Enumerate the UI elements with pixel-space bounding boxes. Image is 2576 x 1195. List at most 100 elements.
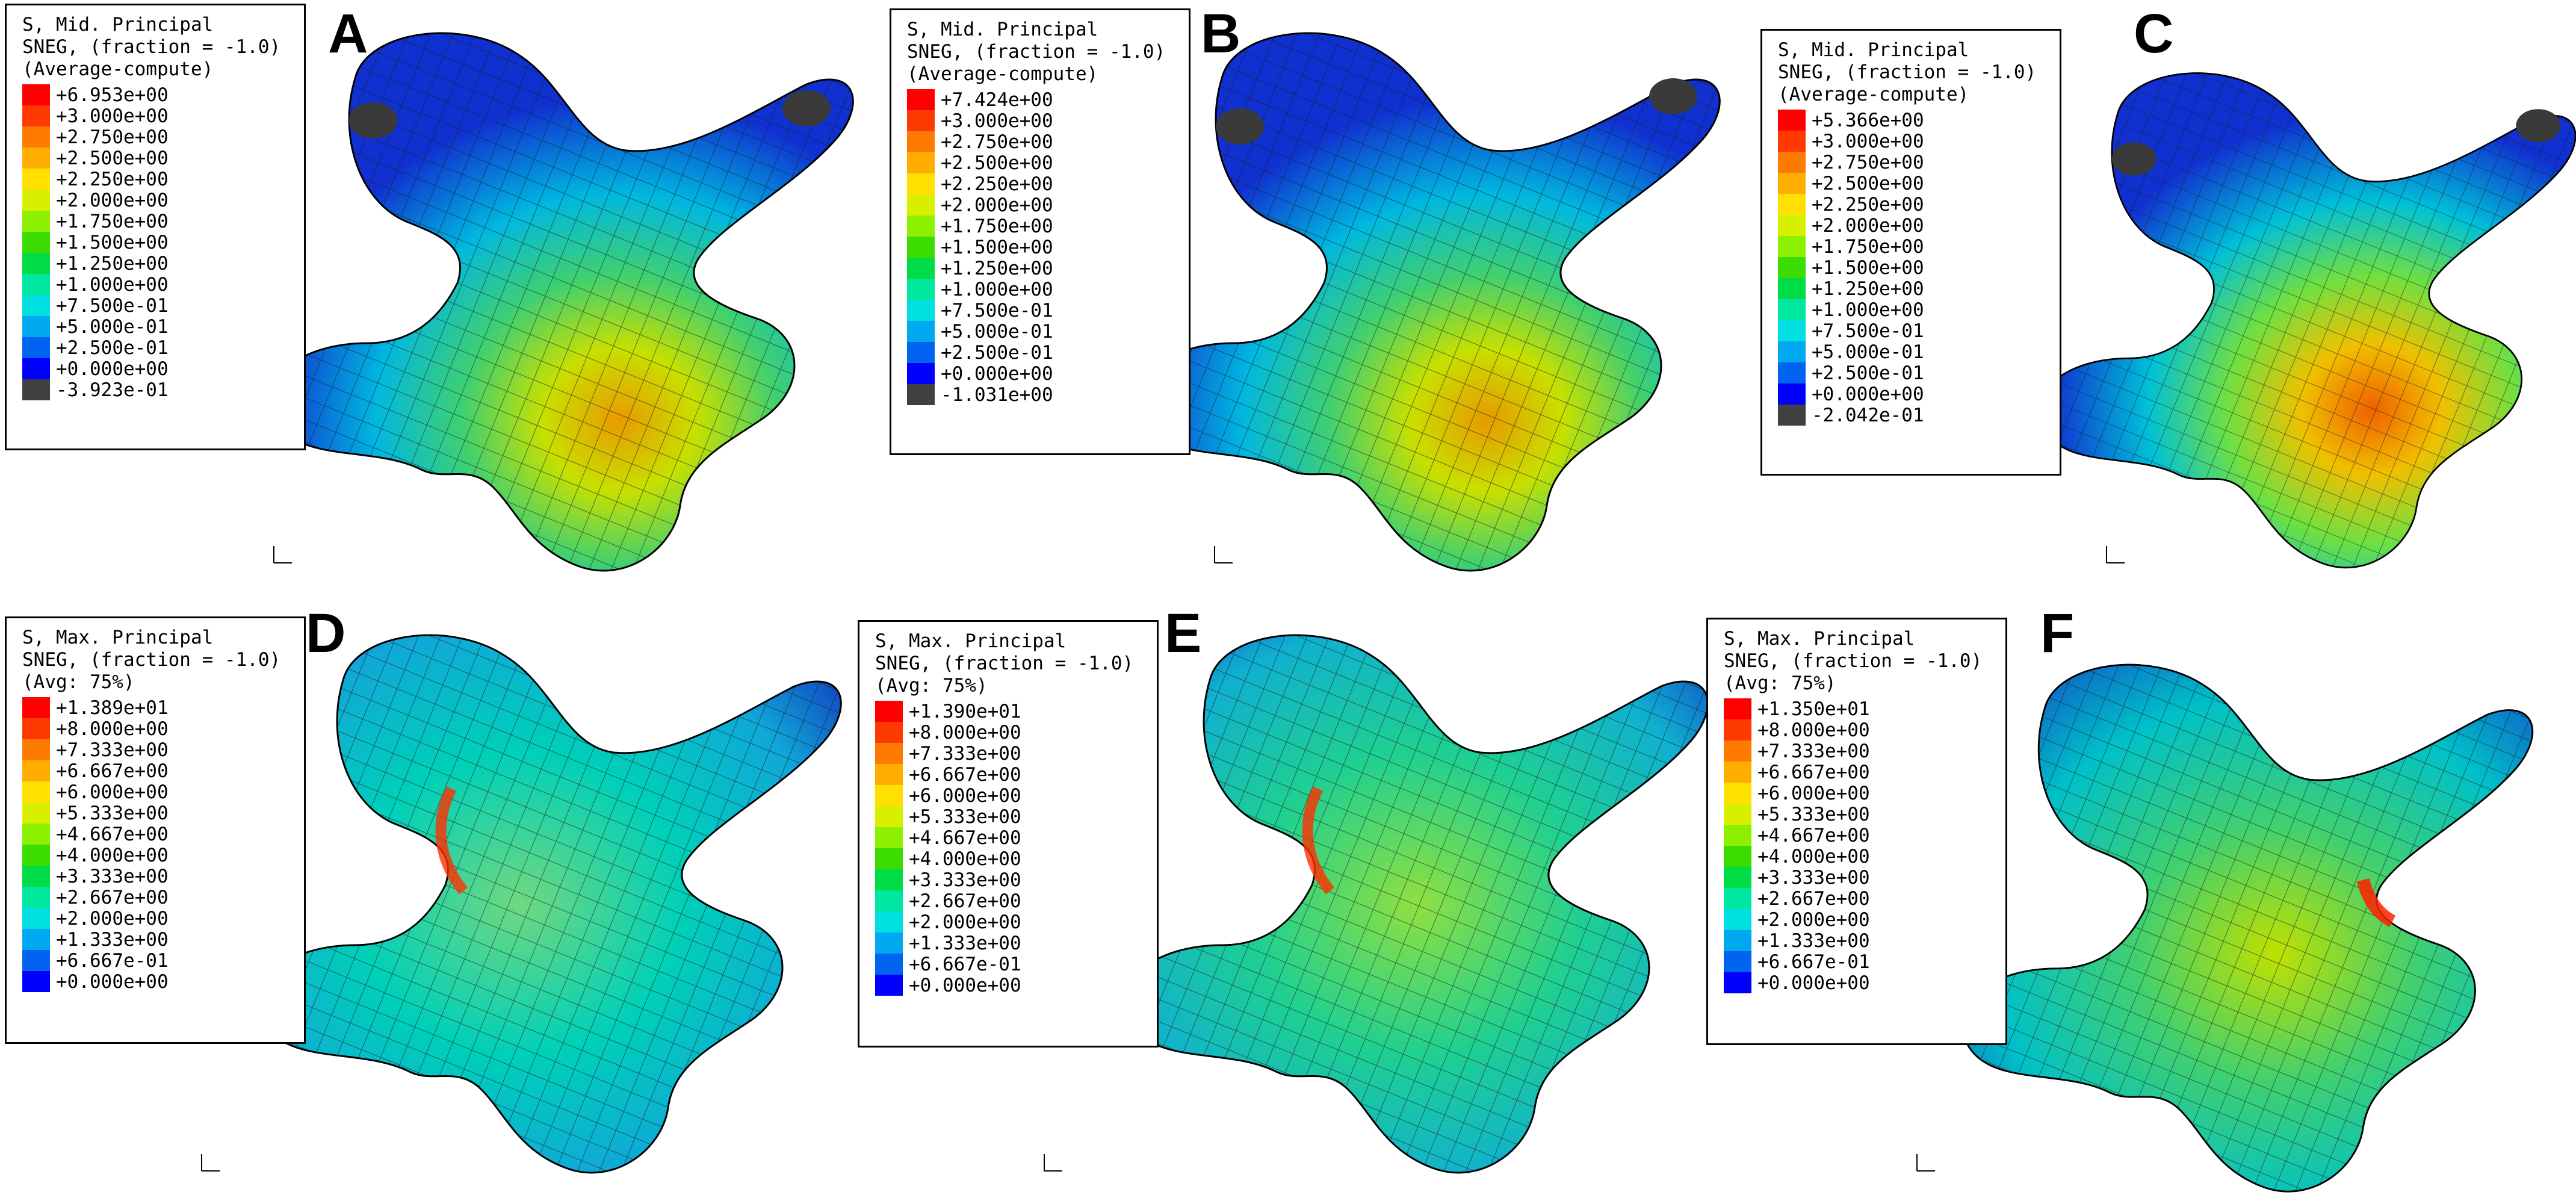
legend-value: +1.250e+00 bbox=[56, 252, 169, 275]
legend-value: +2.000e+00 bbox=[56, 907, 169, 930]
legend-swatch bbox=[22, 718, 50, 739]
axis-triad-f bbox=[1916, 1154, 1935, 1172]
legend-value: +6.667e-01 bbox=[56, 949, 169, 972]
legend-swatch bbox=[22, 253, 50, 274]
legend-value: +6.667e-01 bbox=[909, 953, 1021, 975]
legend-row: +1.000e+00 bbox=[907, 279, 1189, 300]
legend-swatch bbox=[1724, 846, 1751, 867]
legend-rows: +7.424e+00 +3.000e+00 +2.750e+00 +2.500e+00… bbox=[907, 89, 1189, 406]
legend-row: +7.333e+00 bbox=[1724, 740, 2005, 762]
legend-value: +7.333e+00 bbox=[56, 739, 169, 761]
legend-value: +2.750e+00 bbox=[941, 131, 1053, 153]
legend-value: +0.000e+00 bbox=[909, 974, 1021, 996]
legend-rows: +5.366e+00 +3.000e+00 +2.750e+00 +2.500e+00… bbox=[1778, 110, 2060, 426]
legend-value: +2.000e+00 bbox=[1757, 908, 1870, 931]
legend-averaging: (Average-compute) bbox=[907, 63, 1098, 85]
legend-swatch bbox=[1778, 152, 1806, 173]
legend-value: +8.000e+00 bbox=[909, 721, 1021, 743]
legend-value: +1.750e+00 bbox=[941, 215, 1053, 237]
legend-swatch bbox=[907, 321, 935, 342]
legend-value: +6.000e+00 bbox=[909, 784, 1021, 807]
legend-c: S, Mid. Principal SNEG, (fraction = -1.0… bbox=[1760, 29, 2061, 476]
legend-value: +2.500e-01 bbox=[1812, 362, 1924, 384]
legend-row: -3.923e-01 bbox=[22, 379, 304, 401]
legend-row: +6.667e-01 bbox=[875, 954, 1157, 975]
axis-triad-e bbox=[1044, 1154, 1062, 1172]
legend-swatch bbox=[1724, 888, 1751, 909]
legend-swatch bbox=[875, 722, 903, 743]
legend-value: +6.953e+00 bbox=[56, 84, 169, 106]
legend-swatch bbox=[22, 232, 50, 253]
legend-row: +5.333e+00 bbox=[22, 802, 304, 824]
legend-swatch bbox=[907, 237, 935, 258]
legend-value: +0.000e+00 bbox=[56, 358, 169, 380]
legend-row: +2.000e+00 bbox=[907, 194, 1189, 216]
legend-value: +0.000e+00 bbox=[1757, 972, 1870, 994]
legend-swatch bbox=[1778, 362, 1806, 383]
legend-b: S, Mid. Principal SNEG, (fraction = -1.0… bbox=[890, 8, 1190, 455]
legend-row: +3.000e+00 bbox=[1778, 131, 2060, 152]
legend-swatch bbox=[1724, 698, 1751, 719]
legend-swatch bbox=[1778, 341, 1806, 362]
legend-row: +8.000e+00 bbox=[875, 722, 1157, 743]
legend-row: +4.667e+00 bbox=[875, 827, 1157, 849]
legend-row: +6.000e+00 bbox=[1724, 783, 2005, 804]
legend-row: +2.500e-01 bbox=[22, 337, 304, 359]
legend-value: +0.000e+00 bbox=[1812, 383, 1924, 405]
legend-subtitle: SNEG, (fraction = -1.0) bbox=[875, 653, 1134, 674]
panel-letter-b: B bbox=[1201, 3, 1241, 64]
legend-swatch bbox=[907, 279, 935, 300]
legend-row: +1.389e+01 bbox=[22, 697, 304, 719]
legend-value: +7.500e-01 bbox=[1812, 320, 1924, 342]
legend-rows: +1.390e+01 +8.000e+00 +7.333e+00 +6.667e+00… bbox=[875, 701, 1157, 996]
legend-value: +5.000e-01 bbox=[1812, 341, 1924, 363]
legend-row: +3.333e+00 bbox=[875, 869, 1157, 891]
legend-swatch bbox=[22, 697, 50, 718]
legend-value: +4.000e+00 bbox=[909, 848, 1021, 870]
legend-row: +1.500e+00 bbox=[22, 232, 304, 253]
legend-row: +1.333e+00 bbox=[875, 933, 1157, 954]
legend-swatch bbox=[22, 739, 50, 760]
legend-swatch bbox=[1724, 930, 1751, 951]
legend-subtitle: SNEG, (fraction = -1.0) bbox=[22, 36, 281, 58]
legend-swatch bbox=[22, 971, 50, 992]
legend-row: +1.250e+00 bbox=[22, 252, 304, 275]
legend-swatch bbox=[907, 89, 935, 110]
legend-d: S, Max. Principal SNEG, (fraction = -1.0… bbox=[5, 616, 306, 1044]
legend-value: +3.333e+00 bbox=[1757, 866, 1870, 889]
legend-row: +3.333e+00 bbox=[1724, 866, 2005, 889]
legend-value: +0.000e+00 bbox=[941, 362, 1053, 385]
legend-swatch bbox=[22, 950, 50, 971]
legend-value: +1.000e+00 bbox=[56, 273, 169, 296]
legend-row: +5.366e+00 bbox=[1778, 110, 2060, 131]
legend-value: +6.667e+00 bbox=[56, 760, 169, 782]
legend-value: +1.750e+00 bbox=[56, 210, 169, 232]
legend-swatch bbox=[1778, 173, 1806, 194]
legend-row: +2.000e+00 bbox=[22, 190, 304, 211]
legend-value: +4.000e+00 bbox=[1757, 845, 1870, 868]
legend-row: +2.500e+00 bbox=[1778, 173, 2060, 194]
legend-value: +1.500e+00 bbox=[941, 236, 1053, 258]
legend-value: +5.000e-01 bbox=[56, 315, 169, 338]
legend-value: +5.333e+00 bbox=[56, 802, 169, 824]
legend-value: +1.500e+00 bbox=[56, 231, 169, 253]
legend-row: +2.750e+00 bbox=[1778, 152, 2060, 173]
legend-swatch bbox=[22, 190, 50, 211]
legend-row: +6.000e+00 bbox=[875, 784, 1157, 807]
legend-swatch bbox=[22, 316, 50, 337]
legend-row: +6.667e+00 bbox=[1724, 762, 2005, 783]
legend-value: -3.923e-01 bbox=[56, 379, 169, 401]
legend-value: +3.333e+00 bbox=[56, 865, 169, 887]
legend-row: +8.000e+00 bbox=[22, 718, 304, 740]
legend-subtitle: SNEG, (fraction = -1.0) bbox=[907, 41, 1166, 63]
axis-triad-c bbox=[2106, 546, 2125, 563]
legend-row: +6.667e-01 bbox=[22, 949, 304, 972]
legend-row: +4.000e+00 bbox=[1724, 845, 2005, 868]
legend-row: +1.500e+00 bbox=[1778, 257, 2060, 279]
legend-value: +1.250e+00 bbox=[1812, 278, 1924, 300]
legend-value: +8.000e+00 bbox=[1757, 719, 1870, 741]
legend-swatch bbox=[22, 802, 50, 824]
legend-swatch bbox=[22, 295, 50, 316]
legend-row: +2.000e+00 bbox=[875, 911, 1157, 933]
